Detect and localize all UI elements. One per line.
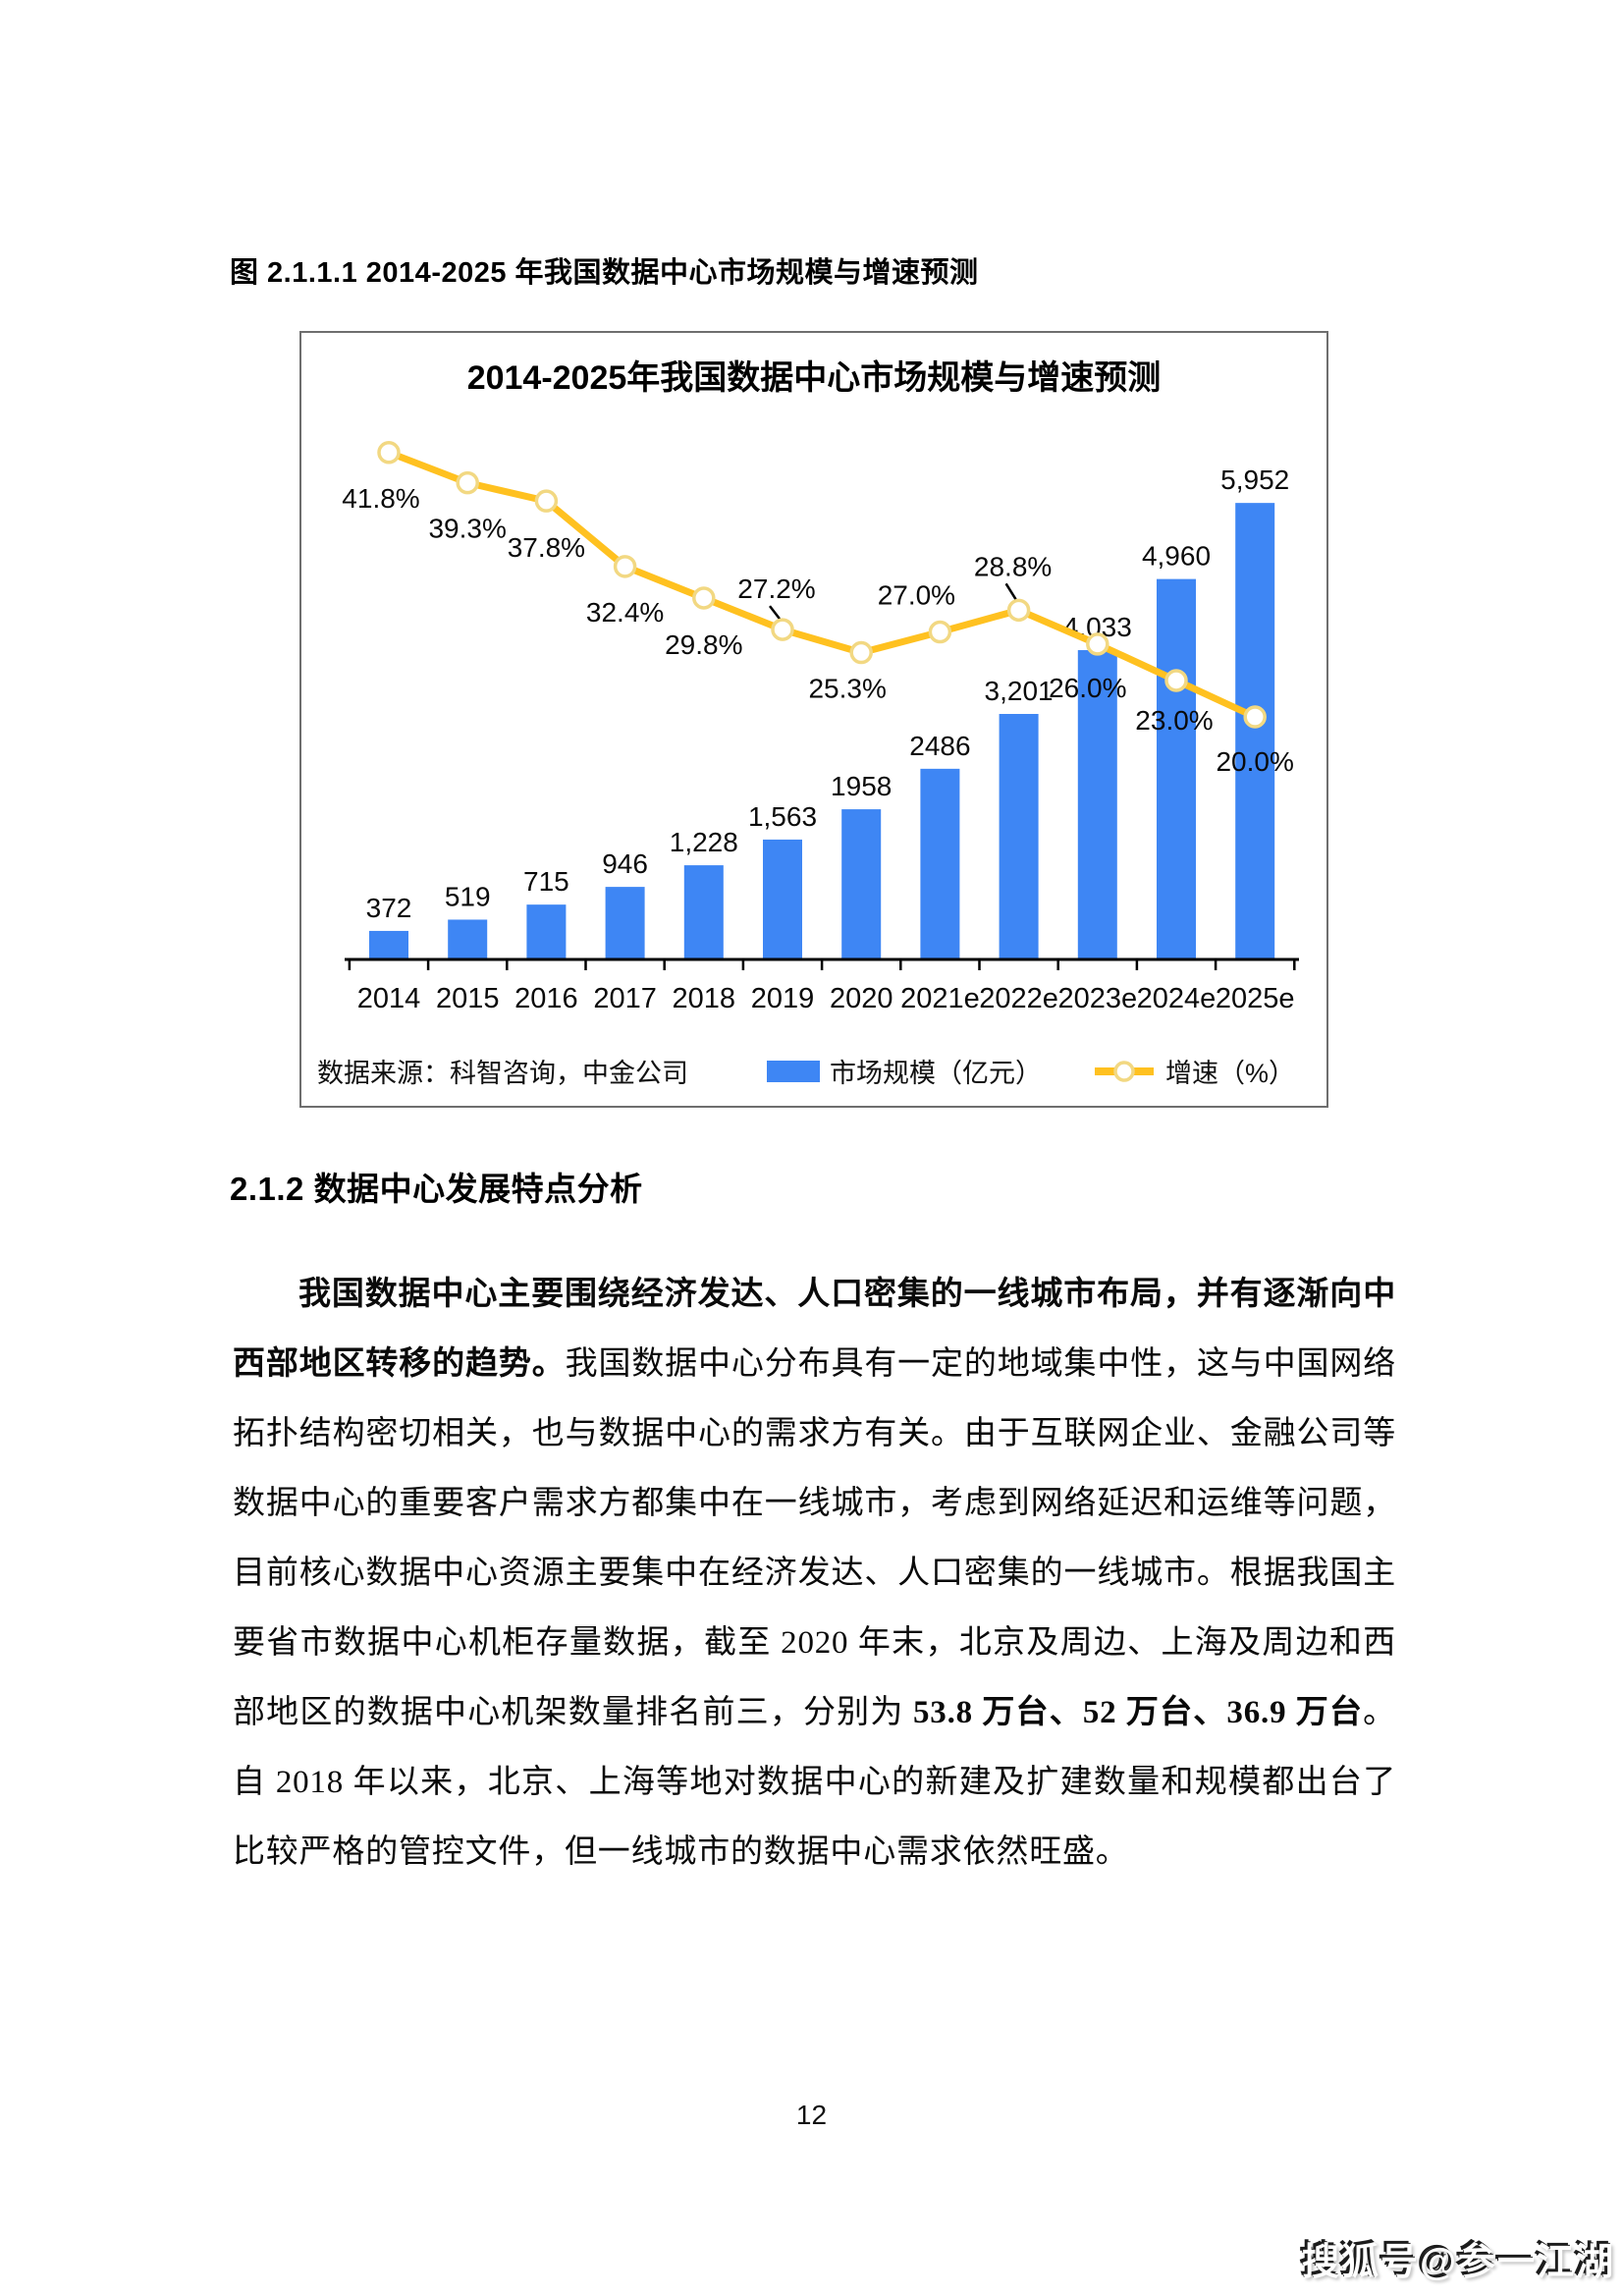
section-heading: 2.1.2 数据中心发展特点分析 bbox=[230, 1171, 643, 1207]
bar-value-label: 946 bbox=[602, 848, 648, 879]
chart-title: 2014-2025年我国数据中心市场规模与增速预测 bbox=[466, 359, 1162, 397]
body-paragraph: 我国数据中心主要围绕经济发达、人口密集的一线城市布局，并有逐渐向中西部地区转移的… bbox=[233, 1260, 1396, 1887]
bar-value-label: 1,228 bbox=[670, 827, 738, 857]
x-axis-label-2021e: 2021e bbox=[900, 983, 980, 1014]
growth-value-label: 27.2% bbox=[737, 574, 815, 604]
x-axis-label-2014: 2014 bbox=[357, 983, 421, 1014]
growth-value-label: 39.3% bbox=[428, 514, 506, 544]
label-leader-line bbox=[1004, 582, 1017, 600]
bar-value-label: 715 bbox=[523, 866, 569, 897]
line-marker-2024e bbox=[1164, 669, 1188, 692]
chart-source: 数据来源：科智咨询，中金公司 bbox=[317, 1059, 688, 1088]
paragraph-segment-bold: 53.8 万台、52 万台、36.9 万台 bbox=[912, 1695, 1364, 1730]
line-marker-swatch-icon bbox=[1094, 1060, 1154, 1082]
combo-chart: 372 519 7159461,2281,563195824863,2014,033… bbox=[342, 441, 1299, 1014]
legend-item-market-size: 市场规模（亿元） bbox=[766, 1052, 1042, 1090]
legend-label: 增速（%） bbox=[1164, 1059, 1295, 1088]
bar-2020 bbox=[841, 809, 882, 958]
chart-legend: 市场规模（亿元） 增速（%） bbox=[766, 1052, 1295, 1090]
chart-frame: 2014-2025年我国数据中心市场规模与增速预测 372 519 715 946 1,… bbox=[299, 331, 1328, 1108]
growth-value-label: 20.0% bbox=[1216, 746, 1293, 777]
paragraph-segment: 我国数据中心分布具有一定的地域集中性，这与中国网络拓扑结构密切相关，也与数据中心… bbox=[233, 1346, 1397, 1730]
line-marker-2014 bbox=[377, 441, 401, 465]
bar-value-label: 3,201 bbox=[985, 676, 1054, 706]
growth-value-label: 25.3% bbox=[808, 674, 886, 704]
bar-2017 bbox=[605, 887, 645, 958]
line-marker-2022e bbox=[1006, 598, 1031, 623]
chart-footer: 数据来源：科智咨询，中金公司 市场规模（亿元） 增速（%） bbox=[301, 1052, 1326, 1090]
x-axis-label-2018: 2018 bbox=[673, 983, 736, 1014]
line-marker-2021e bbox=[928, 620, 952, 644]
bar-2025e bbox=[1235, 503, 1275, 958]
bar-value-label: 5,952 bbox=[1220, 465, 1289, 495]
x-axis-label-2024e: 2024e bbox=[1137, 983, 1217, 1014]
line-marker-2023e bbox=[1086, 632, 1109, 656]
figure-caption: 图 2.1.1.1 2014-2025 年我国数据中心市场规模与增速预测 bbox=[230, 257, 979, 289]
bar-value-label: 4,960 bbox=[1142, 541, 1211, 572]
line-marker-2017 bbox=[613, 555, 637, 578]
bar-2024e bbox=[1157, 578, 1196, 958]
bar-2016 bbox=[526, 904, 567, 958]
page-number: 12 bbox=[795, 2100, 828, 2130]
watermark: 搜狐号@参一江湖 bbox=[1301, 2242, 1615, 2283]
bar-swatch-icon bbox=[766, 1060, 820, 1082]
growth-value-label: 32.4% bbox=[586, 597, 664, 628]
bar-value-label: 1958 bbox=[831, 771, 892, 801]
x-axis-label-2022e: 2022e bbox=[979, 983, 1058, 1014]
growth-value-label: 37.8% bbox=[508, 532, 585, 563]
line-marker-2015 bbox=[456, 470, 479, 495]
bar-2023e bbox=[1077, 650, 1117, 958]
x-axis-label-2023e: 2023e bbox=[1057, 983, 1137, 1014]
x-axis-label-2025e: 2025e bbox=[1216, 983, 1295, 1014]
bar-2014 bbox=[369, 930, 408, 958]
legend-label: 市场规模（亿元） bbox=[829, 1059, 1042, 1088]
bar-value-label: 519 bbox=[445, 881, 491, 911]
x-axis-label-2017: 2017 bbox=[593, 983, 657, 1014]
line-marker-2018 bbox=[692, 586, 716, 610]
bar-2021e bbox=[920, 768, 960, 958]
growth-value-label: 29.8% bbox=[665, 629, 742, 660]
growth-value-label: 27.0% bbox=[878, 580, 955, 611]
paragraph-segment-bold: 我国数据中心主要围绕经济发达、人口密集的一线城市布局，并有逐渐向中西部地区转移的… bbox=[233, 1277, 1396, 1382]
paragraph-segment: 。自 2018 年以来，北京、上海等地对数据中心的新建及扩建数量和规模都出台了比… bbox=[233, 1695, 1396, 1870]
growth-value-label: 26.0% bbox=[1049, 673, 1126, 703]
line-marker-2019 bbox=[771, 618, 794, 641]
x-axis-label-2016: 2016 bbox=[514, 983, 578, 1014]
bar-value-label: 1,563 bbox=[748, 801, 817, 832]
line-marker-2020 bbox=[849, 640, 873, 665]
x-axis-label-2015: 2015 bbox=[436, 983, 500, 1014]
growth-value-label: 23.0% bbox=[1135, 705, 1213, 736]
bar-2015 bbox=[448, 919, 488, 958]
bar-2019 bbox=[763, 839, 802, 958]
growth-value-label: 28.8% bbox=[974, 551, 1052, 581]
growth-value-label: 41.8% bbox=[342, 483, 419, 514]
x-axis-label-2019: 2019 bbox=[751, 983, 815, 1014]
bar-value-label: 372 bbox=[366, 893, 412, 923]
line-marker-2016 bbox=[534, 489, 559, 513]
bar-value-label: 2486 bbox=[909, 731, 970, 761]
line-marker-2025e bbox=[1243, 705, 1267, 729]
legend-item-growth: 增速（%） bbox=[1093, 1052, 1295, 1090]
growth-line bbox=[385, 449, 1259, 721]
bar-2018 bbox=[683, 865, 724, 958]
x-axis-label-2020: 2020 bbox=[830, 983, 893, 1014]
label-leader-line bbox=[769, 605, 781, 620]
bar-2022e bbox=[999, 714, 1039, 958]
